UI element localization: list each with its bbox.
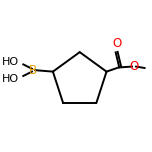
- Text: HO: HO: [2, 74, 19, 84]
- Text: HO: HO: [2, 57, 19, 67]
- Text: B: B: [29, 64, 37, 77]
- Text: O: O: [129, 60, 139, 73]
- Text: O: O: [112, 36, 121, 50]
